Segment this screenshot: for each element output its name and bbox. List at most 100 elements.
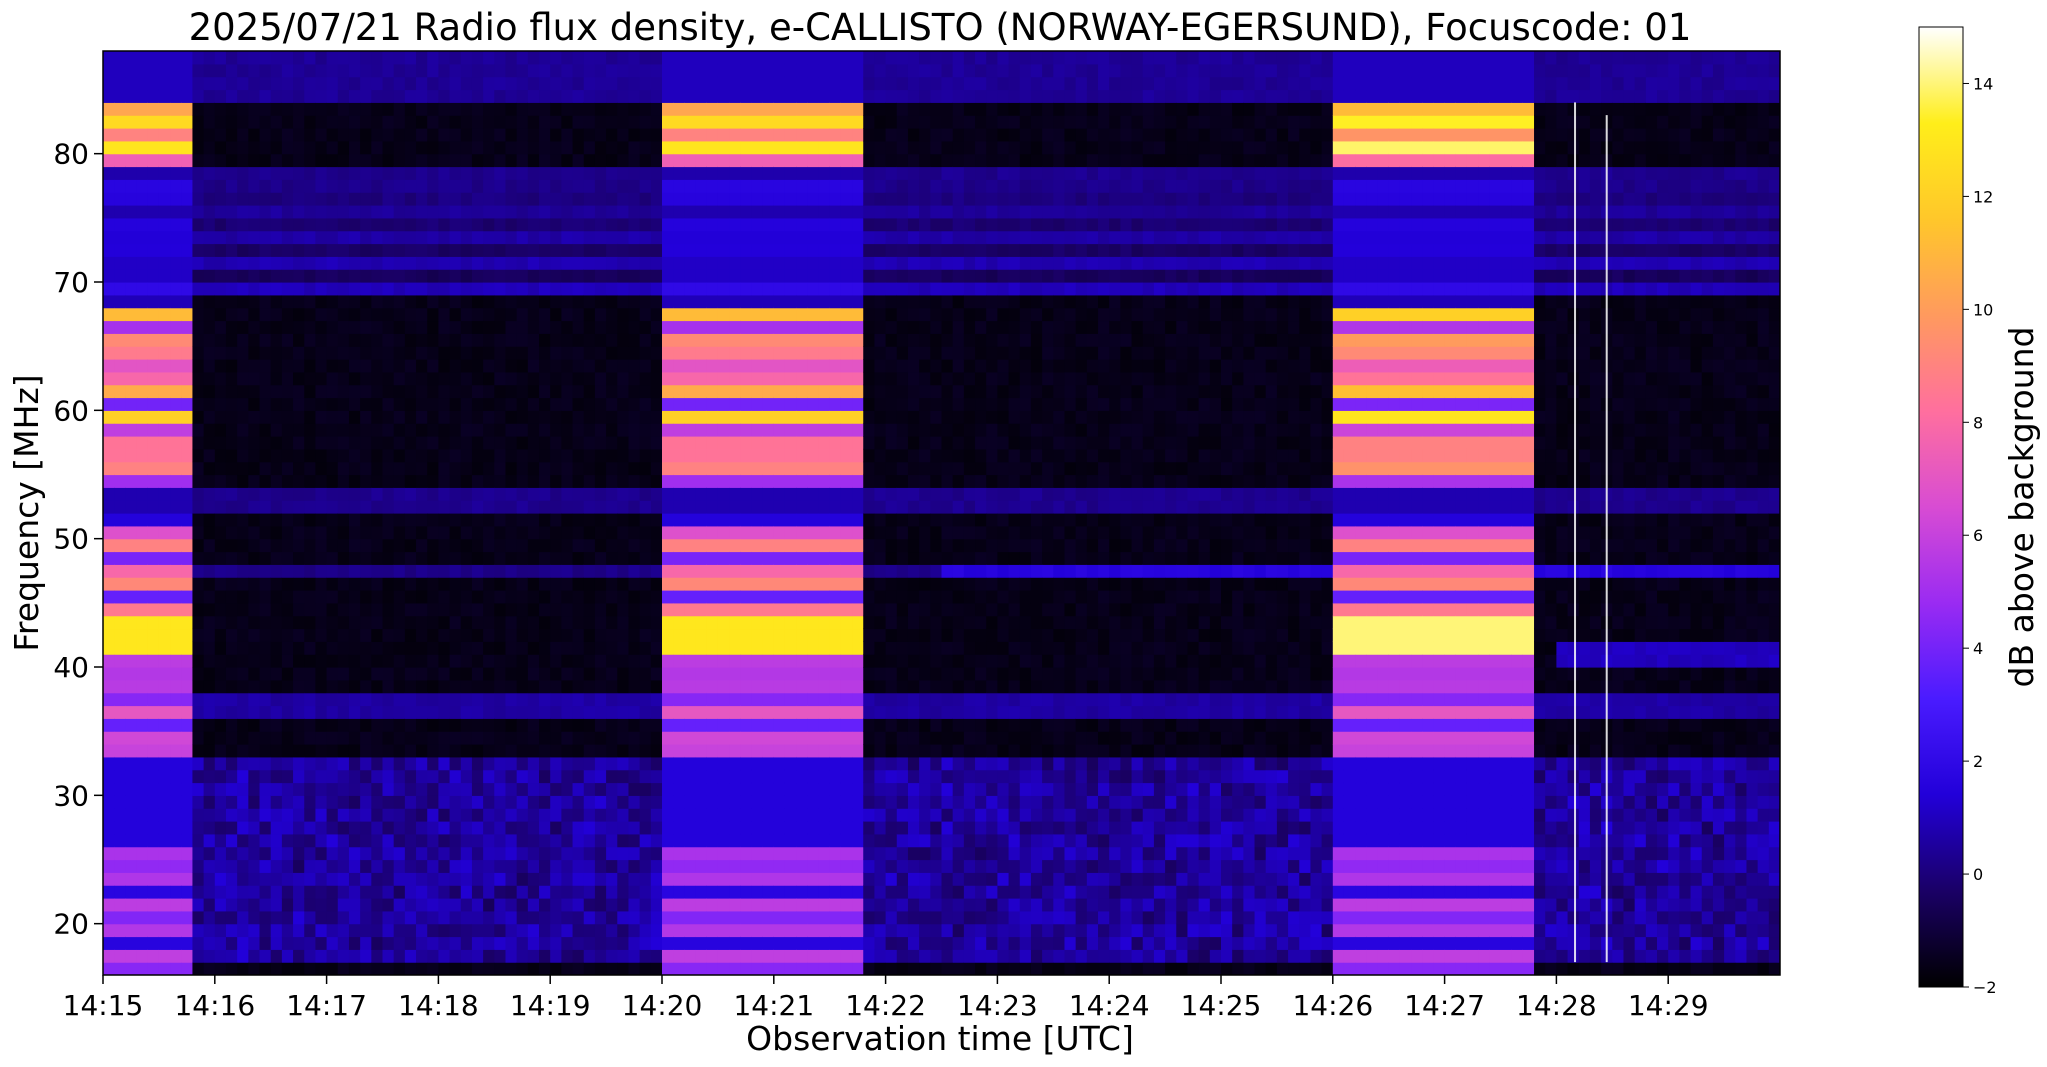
heatmap-cell <box>460 705 473 719</box>
heatmap-cell <box>550 230 562 245</box>
heatmap-cell <box>326 384 339 399</box>
heatmap-cell <box>371 115 384 129</box>
heatmap-cell <box>416 153 428 168</box>
heatmap-cell <box>505 885 518 899</box>
heatmap-cell <box>572 679 585 694</box>
heatmap-cell <box>527 76 540 91</box>
heatmap-cell <box>114 705 126 719</box>
heatmap-cell <box>494 474 507 488</box>
heatmap-cell <box>695 577 708 591</box>
heatmap-cell <box>628 949 641 963</box>
heatmap-cell <box>348 230 361 245</box>
heatmap-cell <box>684 821 697 835</box>
heatmap-cell <box>237 756 249 771</box>
heatmap-cell <box>259 949 272 963</box>
heatmap-cell <box>762 962 775 975</box>
heatmap-cell <box>572 192 585 206</box>
heatmap-cell <box>125 513 138 527</box>
heatmap-cell <box>103 397 115 411</box>
heatmap-cell <box>382 140 395 155</box>
heatmap-cell <box>427 898 439 912</box>
heatmap-cell <box>695 590 708 604</box>
heatmap-cell <box>337 217 350 232</box>
heatmap-cell <box>695 564 708 578</box>
heatmap-cell <box>606 294 618 309</box>
heatmap-cell <box>360 63 372 78</box>
heatmap-cell <box>136 821 149 835</box>
heatmap-cell <box>416 217 428 232</box>
heatmap-cell <box>639 436 652 450</box>
heatmap-cell <box>594 962 607 975</box>
heatmap-cell <box>818 513 831 527</box>
heatmap-cell <box>136 115 149 129</box>
heatmap-cell <box>438 436 451 450</box>
heatmap-cell <box>762 359 775 373</box>
heatmap-cell <box>706 821 719 835</box>
heatmap-cell <box>203 371 216 386</box>
heatmap-cell <box>270 140 283 155</box>
heatmap-cell <box>594 551 607 565</box>
heatmap-cell <box>729 63 741 78</box>
heatmap-cell <box>114 744 126 758</box>
heatmap-cell <box>572 654 585 668</box>
heatmap-cell <box>404 192 417 206</box>
heatmap-cell <box>382 808 395 822</box>
heatmap-cell <box>270 538 283 553</box>
heatmap-cell <box>203 962 216 975</box>
heatmap-cell <box>639 89 652 103</box>
heatmap-cell <box>852 692 864 707</box>
heatmap-cell <box>840 833 853 848</box>
heatmap-cell <box>181 692 194 707</box>
heatmap-cell <box>561 333 574 347</box>
heatmap-cell <box>460 641 473 655</box>
heatmap-cell <box>460 525 473 540</box>
heatmap-cell <box>438 885 451 899</box>
heatmap-cell <box>829 461 842 476</box>
heatmap-cell <box>583 461 596 476</box>
heatmap-cell <box>751 795 764 809</box>
heatmap-cell <box>438 756 451 771</box>
heatmap-cell <box>214 641 227 655</box>
heatmap-cell <box>471 397 484 411</box>
heatmap-cell <box>203 115 216 129</box>
heatmap-cell <box>561 371 574 386</box>
heatmap-cell <box>773 782 786 796</box>
heatmap-cell <box>628 705 641 719</box>
heatmap-cell <box>170 718 182 732</box>
heatmap-cell <box>214 423 227 437</box>
heatmap-cell <box>673 513 685 527</box>
heatmap-cell <box>438 590 451 604</box>
heatmap-cell <box>539 89 551 103</box>
heatmap-cell <box>170 692 182 707</box>
heatmap-cell <box>717 833 730 848</box>
heatmap-cell <box>449 448 462 463</box>
heatmap-cell <box>494 538 507 553</box>
heatmap-cell <box>539 333 551 347</box>
heatmap-cell <box>103 51 115 65</box>
heatmap-cell <box>259 179 272 193</box>
heatmap-cell <box>773 256 786 270</box>
heatmap-cell <box>371 833 384 848</box>
heatmap-cell <box>751 769 764 784</box>
heatmap-cell <box>706 423 719 437</box>
heatmap-cell <box>125 307 138 322</box>
heatmap-cell <box>650 962 663 975</box>
heatmap-cell <box>662 320 674 334</box>
heatmap-cell <box>181 846 194 861</box>
heatmap-cell <box>717 718 730 732</box>
heatmap-cell <box>248 846 261 861</box>
heatmap-cell <box>673 679 685 694</box>
heatmap-cell <box>673 846 685 861</box>
heatmap-cell <box>404 230 417 245</box>
heatmap-cell <box>639 179 652 193</box>
heatmap-cell <box>348 641 361 655</box>
heatmap-cell <box>617 718 630 732</box>
heatmap-cell <box>527 808 540 822</box>
heatmap-cell <box>639 641 652 655</box>
heatmap-cell <box>594 667 607 681</box>
heatmap-cell <box>225 256 238 270</box>
heatmap-cell <box>348 872 361 886</box>
heatmap-cell <box>114 910 126 925</box>
heatmap-cell <box>673 808 685 822</box>
heatmap-cell <box>829 898 842 912</box>
